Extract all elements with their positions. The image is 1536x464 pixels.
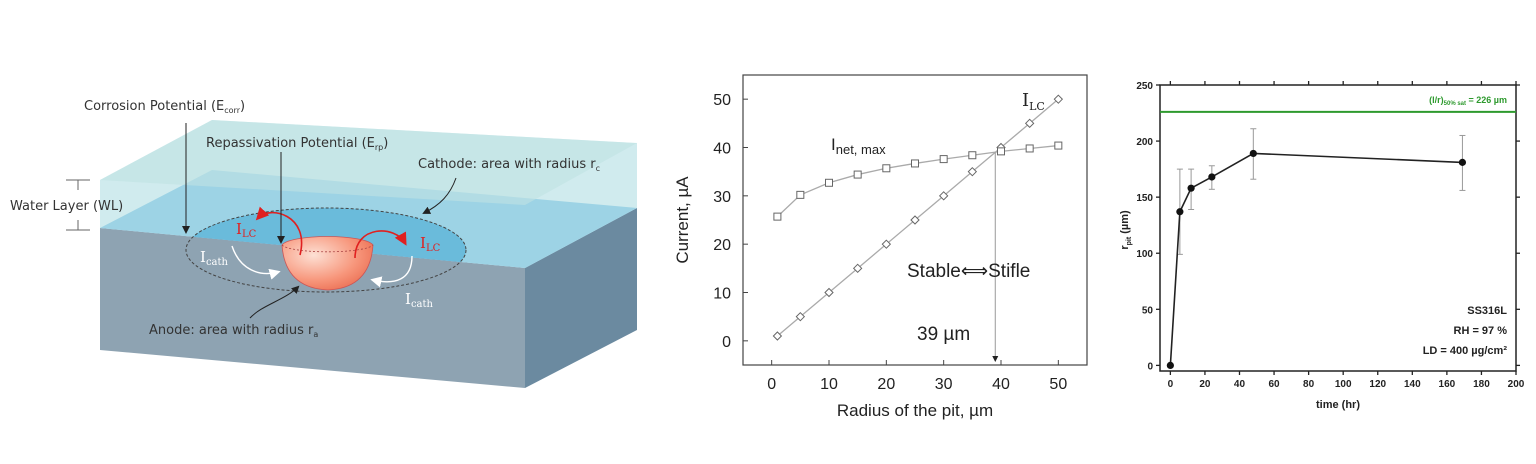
data-point-ilc <box>881 239 892 249</box>
x-axis-label: time (hr) <box>1316 399 1360 411</box>
data-point-rpit <box>1176 208 1184 216</box>
y-tick-label: 0 <box>1147 361 1153 372</box>
data-point-ilc <box>852 263 863 274</box>
x-tick-label: 10 <box>820 376 838 393</box>
metal-front-face <box>100 228 525 388</box>
data-point-rpit <box>1187 184 1195 192</box>
data-point-inet-max <box>968 151 977 160</box>
data-point-inet-max <box>825 178 833 187</box>
y-tick-label: 50 <box>1142 305 1154 316</box>
data-point-inet-max <box>911 159 919 168</box>
x-tick-label: 40 <box>1234 379 1246 390</box>
reference-line-label: (l/r)50% sat = 226 µm <box>1429 95 1507 107</box>
y-tick-label: 50 <box>713 92 731 109</box>
current-vs-radius-chart: 0 10 20 30 40 50 0 10 20 30 40 50 Radius of the pit… <box>673 74 1088 420</box>
cathode-label: Cathode: area with radius rc <box>418 157 600 173</box>
data-point-inet-max <box>773 212 782 221</box>
data-point-ilc <box>772 331 783 341</box>
critical-radius-annotation: 39 µm <box>917 324 970 345</box>
data-point-ilc <box>910 215 920 225</box>
data-point-inet-max <box>853 170 862 179</box>
critical-radius-arrowhead <box>992 356 999 362</box>
x-tick-label: 120 <box>1369 379 1386 390</box>
x-tick-label: 60 <box>1268 379 1280 390</box>
x-tick-label: 50 <box>1049 376 1067 393</box>
icath-label-left: Icath <box>200 248 229 268</box>
data-point-inet-max <box>1025 144 1034 153</box>
x-tick-label: 200 <box>1508 379 1525 390</box>
pit-diagram: Corrosion Potential (Ecorr) Repassivatio… <box>10 99 637 388</box>
data-point-rpit <box>1166 361 1174 369</box>
data-point-ilc <box>1024 118 1035 129</box>
data-point-rpit <box>1208 173 1216 181</box>
x-tick-label: 40 <box>992 376 1010 393</box>
y-tick-label: 40 <box>713 141 731 158</box>
anode-boundary <box>281 244 374 253</box>
y-tick-label: 100 <box>1136 249 1153 260</box>
icath-arrow-right <box>370 255 413 288</box>
series-line-rpit <box>1169 152 1463 366</box>
water-layer-top <box>100 120 637 205</box>
series-label-inet-max: Inet, max <box>831 135 886 157</box>
series-line-ilc <box>776 98 1059 337</box>
y-tick-label: 10 <box>713 286 731 303</box>
ilc-label-right: ILC <box>420 234 441 254</box>
data-point-rpit <box>1249 149 1257 158</box>
anode-label: Anode: area with radius ra <box>149 323 318 339</box>
x-tick-label: 0 <box>767 376 776 393</box>
repassivation-potential-label: Repassivation Potential (Erp) <box>206 136 388 152</box>
y-tick-label: 200 <box>1136 137 1153 148</box>
annotation-humidity: RH = 97 % <box>1454 325 1508 337</box>
ilc-label-left: ILC <box>236 220 257 240</box>
data-point-inet-max <box>939 155 948 164</box>
cathode-boundary <box>185 207 467 293</box>
y-tick-label: 150 <box>1136 193 1153 204</box>
transition-annotation: Stable⟺Stifle <box>907 261 1030 282</box>
data-point-rpit <box>1458 158 1467 166</box>
x-tick-label: 100 <box>1335 379 1352 390</box>
data-point-inet-max <box>796 190 805 199</box>
data-point-ilc <box>824 287 834 298</box>
data-point-inet-max <box>997 147 1005 156</box>
water-layer-bracket <box>66 179 90 231</box>
corrosion-potential-label: Corrosion Potential (Ecorr) <box>84 99 245 115</box>
ilc-arrow-right <box>354 230 407 259</box>
data-point-inet-max <box>1054 141 1063 150</box>
data-point-ilc <box>938 191 949 201</box>
cathode-pointer-arrow <box>422 177 457 214</box>
x-tick-label: 0 <box>1168 379 1174 390</box>
y-tick-label: 30 <box>713 189 731 206</box>
ilc-arrow-left <box>255 206 303 256</box>
icath-label-right: Icath <box>405 290 434 310</box>
x-tick-label: 30 <box>935 376 953 393</box>
annotation-loading-density: LD = 400 µg/cm² <box>1423 345 1508 357</box>
y-tick-label: 250 <box>1136 81 1153 92</box>
anode-pointer-arrow <box>249 285 300 319</box>
y-tick-label: 20 <box>713 237 731 254</box>
x-tick-label: 160 <box>1439 379 1456 390</box>
x-tick-label: 80 <box>1303 379 1315 390</box>
x-tick-label: 20 <box>877 376 895 393</box>
data-point-ilc <box>1053 94 1064 104</box>
series-line-inet-max <box>776 144 1059 218</box>
plot-frame <box>1159 84 1517 372</box>
icath-arrow-left <box>231 245 281 280</box>
water-layer-label: Water Layer (WL) <box>10 199 123 214</box>
y-tick-label: 0 <box>722 334 731 351</box>
pit-radius-vs-time-chart: 0 20 40 60 80 100 120 140 160 180 200 0 50 100 150 200 2… <box>1119 81 1525 411</box>
annotation-material: SS316L <box>1467 305 1507 317</box>
x-tick-label: 140 <box>1404 379 1421 390</box>
x-tick-label: 20 <box>1199 379 1211 390</box>
y-axis-label: Current, µA <box>673 176 692 264</box>
data-point-ilc <box>795 311 806 322</box>
plot-frame <box>742 74 1088 366</box>
x-axis-label: Radius of the pit, µm <box>837 401 993 420</box>
data-point-inet-max <box>882 164 891 173</box>
data-point-ilc <box>967 166 978 177</box>
y-axis-label: rpit (µm) <box>1119 210 1133 250</box>
x-tick-label: 180 <box>1473 379 1490 390</box>
series-label-ilc: ILC <box>1022 90 1045 113</box>
